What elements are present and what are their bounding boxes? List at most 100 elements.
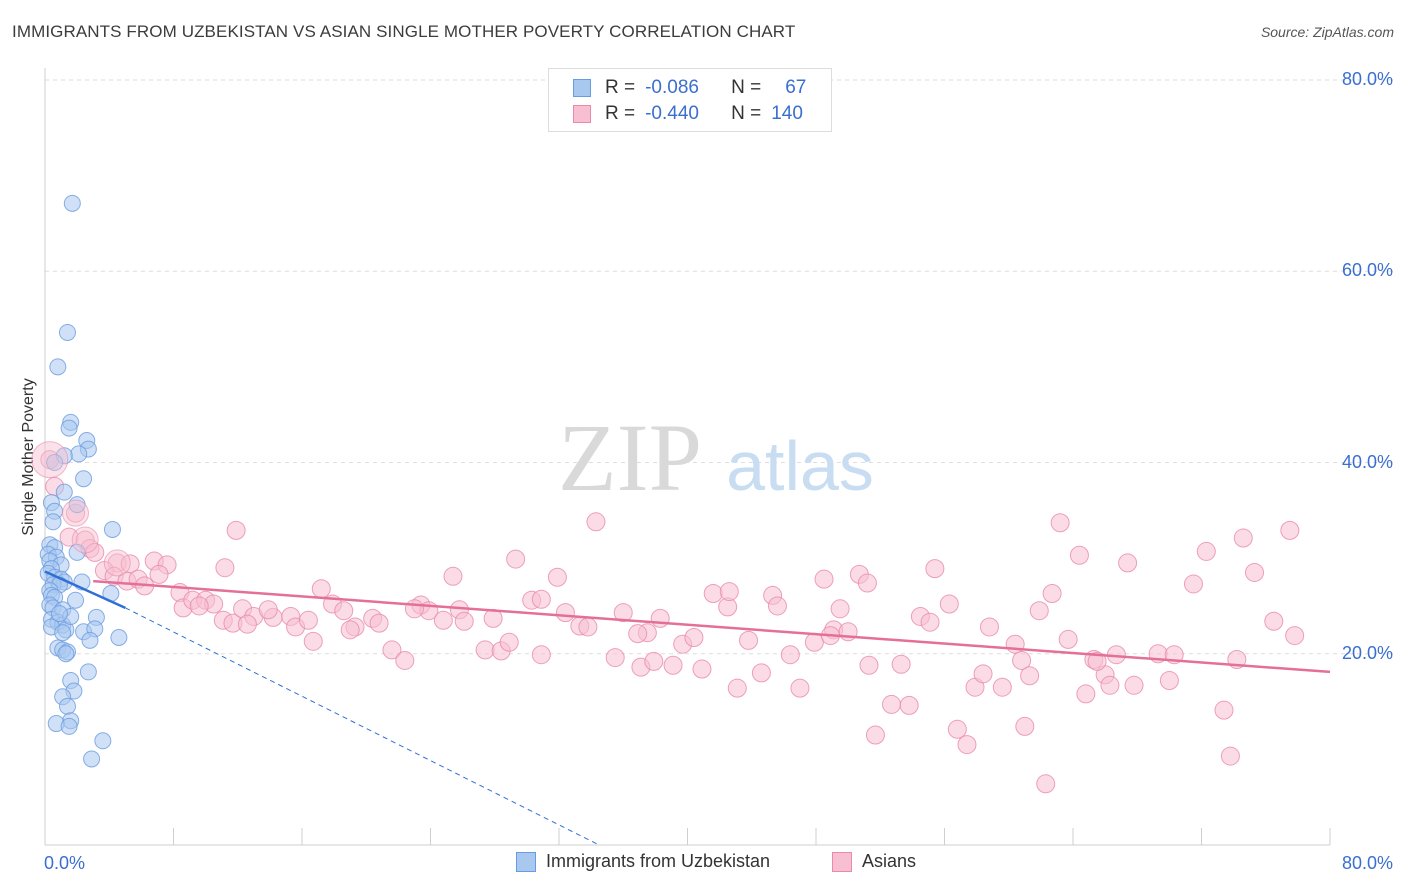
point-asians xyxy=(1118,553,1138,573)
point-asians xyxy=(814,569,834,589)
point-uzbekistan xyxy=(70,445,88,463)
point-uzbekistan xyxy=(94,732,112,750)
point-uzbekistan xyxy=(58,697,76,715)
point-asians xyxy=(920,612,940,632)
point-asians xyxy=(692,659,712,679)
point-uzbekistan xyxy=(50,605,68,623)
point-uzbekistan xyxy=(110,628,128,646)
point-uzbekistan xyxy=(103,520,121,538)
point-asians xyxy=(1042,584,1062,604)
legend-row-uzbekistan: R = -0.086 N = 67 xyxy=(573,76,806,100)
point-asians xyxy=(1245,562,1265,582)
point-asians xyxy=(1015,716,1035,736)
point-asians xyxy=(992,677,1012,697)
point-asians xyxy=(1036,774,1056,794)
point-asians xyxy=(628,624,648,644)
point-asians xyxy=(1264,611,1284,631)
point-uzbekistan xyxy=(58,323,76,341)
legend-r-label: R = xyxy=(605,103,636,124)
trend-line-asians xyxy=(93,579,1331,674)
point-asians xyxy=(395,650,415,670)
point-asians xyxy=(925,559,945,579)
point-asians xyxy=(947,719,967,739)
legend-n-value: 67 xyxy=(785,77,807,98)
point-asians xyxy=(586,512,606,532)
trend-line-uzbekistan-extension xyxy=(125,607,600,846)
point-asians xyxy=(1196,541,1216,561)
point-asians-large xyxy=(103,549,131,577)
legend-r-value: -0.440 xyxy=(645,103,699,124)
bottom-legend-label: Immigrants from Uzbekistan xyxy=(546,851,771,871)
point-asians xyxy=(650,608,670,628)
point-uzbekistan xyxy=(60,419,78,437)
point-asians xyxy=(531,589,551,609)
point-asians xyxy=(663,655,683,675)
point-asians xyxy=(891,654,911,674)
point-asians xyxy=(1029,601,1049,621)
bottom-legend-uzbekistan[interactable]: Immigrants from Uzbekistan xyxy=(516,851,770,872)
point-asians xyxy=(298,610,318,630)
point-uzbekistan xyxy=(83,750,101,768)
point-uzbekistan xyxy=(79,663,97,681)
point-asians xyxy=(1012,650,1032,670)
tick-label: 40.0% xyxy=(1341,451,1393,472)
tick-label: 60.0% xyxy=(1341,260,1393,281)
watermark-zip: ZIP xyxy=(558,404,702,511)
point-asians xyxy=(454,611,474,631)
watermark: ZIP atlas xyxy=(558,404,874,511)
legend-row-asians: R = -0.440 N = 140 xyxy=(573,102,803,126)
point-asians xyxy=(1058,629,1078,649)
point-asians xyxy=(1214,700,1234,720)
point-asians xyxy=(555,603,575,623)
legend-r-value: -0.086 xyxy=(645,77,699,98)
point-asians xyxy=(433,610,453,630)
point-uzbekistan xyxy=(54,624,72,642)
point-asians xyxy=(613,603,633,623)
point-uzbekistan xyxy=(44,513,62,531)
point-uzbekistan xyxy=(49,358,67,376)
chart-title: IMMIGRANTS FROM UZBEKISTAN VS ASIAN SING… xyxy=(12,22,796,41)
point-asians xyxy=(475,640,495,660)
point-asians xyxy=(899,695,919,715)
point-uzbekistan xyxy=(55,483,73,501)
point-asians xyxy=(1233,528,1253,548)
point-asians xyxy=(1159,671,1179,691)
point-uzbekistan xyxy=(63,194,81,212)
point-asians xyxy=(258,600,278,620)
point-asians xyxy=(979,617,999,637)
point-asians xyxy=(790,678,810,698)
point-asians xyxy=(719,582,739,602)
point-asians xyxy=(1069,545,1089,565)
point-asians-large xyxy=(31,441,69,479)
point-uzbekistan xyxy=(67,591,85,609)
point-asians xyxy=(830,599,850,619)
point-asians xyxy=(303,631,323,651)
point-asians xyxy=(605,648,625,668)
tick-label: 0.0% xyxy=(44,853,86,873)
chart-source: Source: ZipAtlas.com xyxy=(1260,24,1394,40)
point-asians xyxy=(1087,651,1107,671)
point-asians xyxy=(767,596,787,616)
bottom-legend-label: Asians xyxy=(862,851,917,871)
point-asians xyxy=(443,566,463,586)
point-asians xyxy=(149,564,169,584)
point-asians xyxy=(531,645,551,665)
point-asians xyxy=(1183,574,1203,594)
point-asians xyxy=(334,601,354,621)
point-uzbekistan xyxy=(46,454,64,471)
point-asians xyxy=(804,632,824,652)
legend-n-label: N = xyxy=(731,103,762,124)
watermark-atlas: atlas xyxy=(726,427,874,505)
trend-line-uzbekistan xyxy=(44,570,126,609)
grid-layer xyxy=(45,79,1395,655)
tick-label: 80.0% xyxy=(1341,853,1393,873)
tick-label: 20.0% xyxy=(1341,642,1393,663)
legend-n-label: N = xyxy=(731,77,762,98)
point-asians xyxy=(684,627,704,647)
bottom-legend-asians[interactable]: Asians xyxy=(832,851,916,872)
point-uzbekistan xyxy=(81,631,99,649)
legend-n-value: 140 xyxy=(771,103,803,124)
point-uzbekistan xyxy=(75,470,93,488)
legend-swatch-uzbekistan xyxy=(573,79,591,97)
